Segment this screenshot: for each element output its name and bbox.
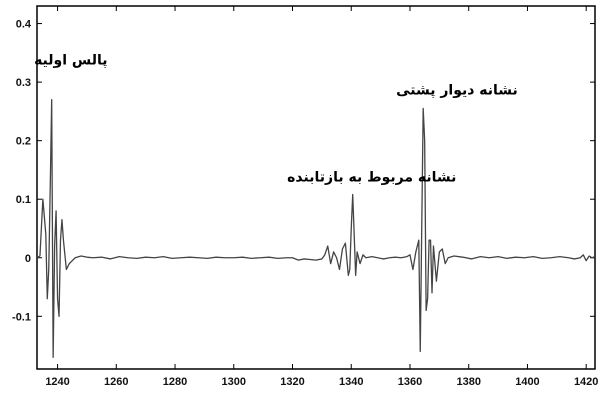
y-tick-label: -0.1	[12, 311, 31, 323]
x-tick-label: 1380	[456, 376, 480, 388]
y-tick-label: 0.3	[16, 77, 31, 89]
y-tick-label: 0.4	[16, 19, 32, 31]
x-tick-label: 1320	[280, 376, 304, 388]
y-tick-label: 0.2	[16, 136, 31, 148]
plot-frame	[36, 5, 596, 370]
signal-line	[36, 99, 596, 358]
x-tick-label: 1280	[163, 376, 187, 388]
x-tick-label: 1360	[398, 376, 422, 388]
x-tick-label: 1420	[574, 376, 598, 388]
x-tick-label: 1300	[222, 376, 246, 388]
x-tick-label: 1240	[45, 376, 69, 388]
y-axis: 0.4 0.3 0.2 0.1 0 -0.1	[12, 19, 595, 323]
x-tick-label: 1340	[339, 376, 363, 388]
y-tick-label: 0	[25, 253, 31, 265]
y-tick-label: 0.1	[16, 194, 31, 206]
annotation-label: پالس اولیه	[34, 53, 107, 69]
annotation-label: نشانه مربوط به بازتابنده	[287, 170, 456, 186]
annotation-label: نشانه دیوار پشتی	[396, 82, 518, 98]
x-tick-label: 1400	[515, 376, 539, 388]
x-tick-label: 1260	[104, 376, 128, 388]
annotations: پالس اولیه نشانه مربوط به بازتابنده نشانه …	[34, 53, 518, 186]
x-axis: 1240 1260 1280 1300 1320 1340 1360 1380 1400 1420	[45, 6, 598, 388]
